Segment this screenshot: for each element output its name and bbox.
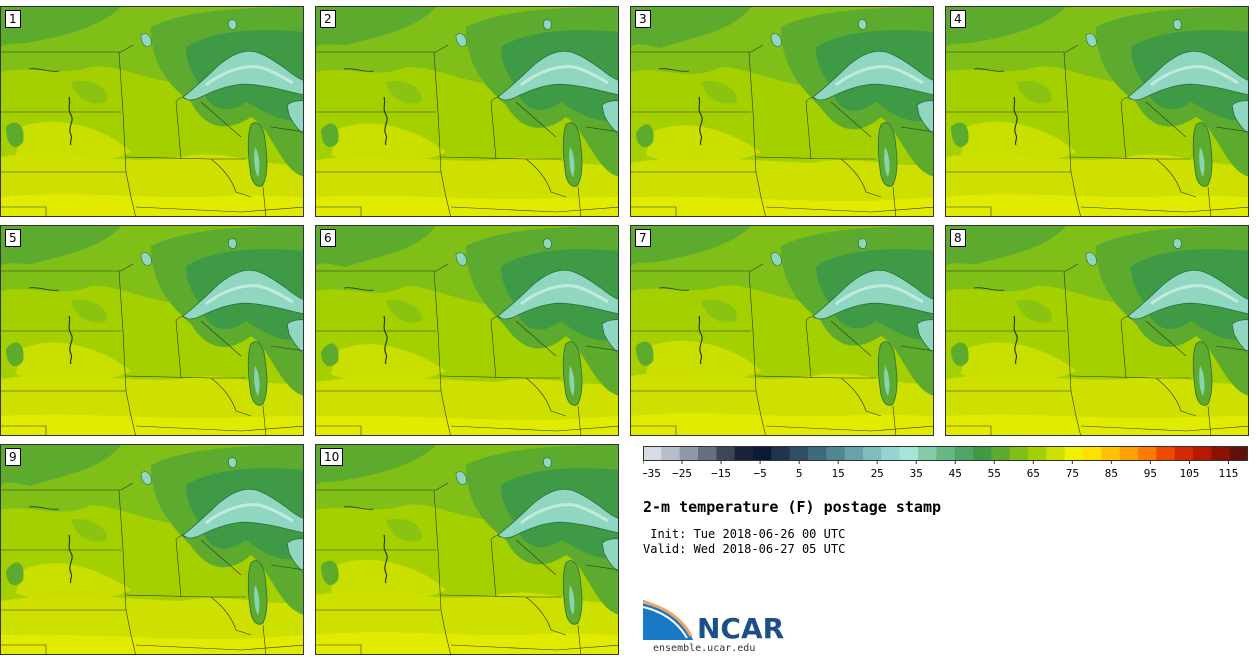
colorbar-swatch [734, 446, 754, 461]
postage-stamp-panel: 3 [630, 6, 934, 217]
colorbar-swatch [881, 446, 901, 461]
member-number-label: 4 [950, 10, 966, 28]
member-map [316, 7, 618, 216]
member-number-label: 2 [320, 10, 336, 28]
member-number-label: 9 [5, 448, 21, 466]
member-number-label: 6 [320, 229, 336, 247]
colorbar-swatch [973, 446, 992, 461]
member-map [1, 445, 303, 654]
colorbar-tick-label: 85 [1105, 467, 1118, 480]
member-map [316, 445, 618, 654]
colorbar-tick-label: 115 [1219, 467, 1239, 480]
colorbar-swatch [936, 446, 956, 461]
valid-time: Valid: Wed 2018-06-27 05 UTC [643, 542, 846, 556]
ncar-logo-icon [643, 600, 693, 640]
colorbar-frame [643, 446, 1248, 461]
member-map [316, 226, 618, 435]
colorbar-swatch [1009, 446, 1029, 461]
colorbar-swatch [1229, 446, 1248, 461]
colorbar-swatch [899, 446, 919, 461]
colorbar-tick-label: −25 [672, 467, 692, 480]
temperature-colorbar: −35 −25 −15 −5 5 15 25 35 45 55 65 75 85 95 105 115 [643, 446, 1248, 480]
colorbar-tick-label: 35 [910, 467, 923, 480]
colorbar-swatch [1174, 446, 1194, 461]
colorbar-swatch [1211, 446, 1231, 461]
colorbar-swatch [1101, 446, 1121, 461]
colorbar-swatch [808, 446, 827, 461]
member-number-label: 3 [635, 10, 651, 28]
postage-stamp-panel: 10 [315, 444, 619, 655]
colorbar-tick-label: 25 [871, 467, 884, 480]
postage-stamp-panel: 4 [945, 6, 1249, 217]
member-number-label: 1 [5, 10, 21, 28]
ensemble-url: ensemble.ucar.edu [653, 643, 756, 654]
colorbar-swatch [1064, 446, 1084, 461]
colorbar-swatch [826, 446, 846, 461]
colorbar-swatch [1028, 446, 1047, 461]
colorbar-tick-label: 105 [1180, 467, 1200, 480]
member-number-label: 10 [320, 448, 344, 466]
colorbar-swatch [991, 446, 1011, 461]
colorbar-swatch [863, 446, 882, 461]
member-map [631, 226, 933, 435]
colorbar-swatch [1046, 446, 1066, 461]
colorbar-swatch [753, 446, 772, 461]
colorbar-swatch [1119, 446, 1139, 461]
colorbar-swatch [698, 446, 717, 461]
member-map [631, 7, 933, 216]
postage-stamp-panel: 8 [945, 225, 1249, 436]
colorbar-tick-label: 75 [1066, 467, 1079, 480]
postage-stamp-panel: 5 [0, 225, 304, 436]
colorbar-tick-label: −35 [643, 467, 661, 480]
colorbar-tick-label: −5 [753, 467, 766, 480]
colorbar-swatch [789, 446, 809, 461]
colorbar-tick-label: 55 [988, 467, 1001, 480]
member-map [946, 7, 1248, 216]
colorbar-swatch [1193, 446, 1212, 461]
colorbar-swatch [1138, 446, 1157, 461]
colorbar-swatch [954, 446, 974, 461]
colorbar-swatch [661, 446, 681, 461]
postage-stamp-panel: 1 [0, 6, 304, 217]
colorbar-swatch [643, 446, 662, 461]
colorbar-swatch [771, 446, 791, 461]
member-map [1, 226, 303, 435]
colorbar-swatch [716, 446, 736, 461]
member-map [1, 7, 303, 216]
colorbar-swatch [1083, 446, 1102, 461]
colorbar-tick-label: 95 [1144, 467, 1157, 480]
colorbar-swatch [679, 446, 699, 461]
colorbar-swatch [844, 446, 864, 461]
postage-stamp-panel: 7 [630, 225, 934, 436]
postage-stamp-panel: 2 [315, 6, 619, 217]
colorbar-tick-label: −15 [711, 467, 731, 480]
member-map [946, 226, 1248, 435]
postage-stamp-panel: 9 [0, 444, 304, 655]
ncar-wordmark: NCAR [697, 612, 785, 645]
postage-stamp-panel: 6 [315, 225, 619, 436]
product-title: 2-m temperature (F) postage stamp [643, 498, 942, 516]
member-number-label: 8 [950, 229, 966, 247]
colorbar-tick-label: 15 [832, 467, 845, 480]
member-number-label: 5 [5, 229, 21, 247]
colorbar-swatch [1156, 446, 1176, 461]
colorbar-swatch [918, 446, 937, 461]
init-time: Init: Tue 2018-06-26 00 UTC [643, 527, 846, 541]
member-number-label: 7 [635, 229, 651, 247]
colorbar-tick-label: 65 [1027, 467, 1040, 480]
colorbar-tick-label: 45 [949, 467, 962, 480]
colorbar-tick-label: 5 [796, 467, 803, 480]
